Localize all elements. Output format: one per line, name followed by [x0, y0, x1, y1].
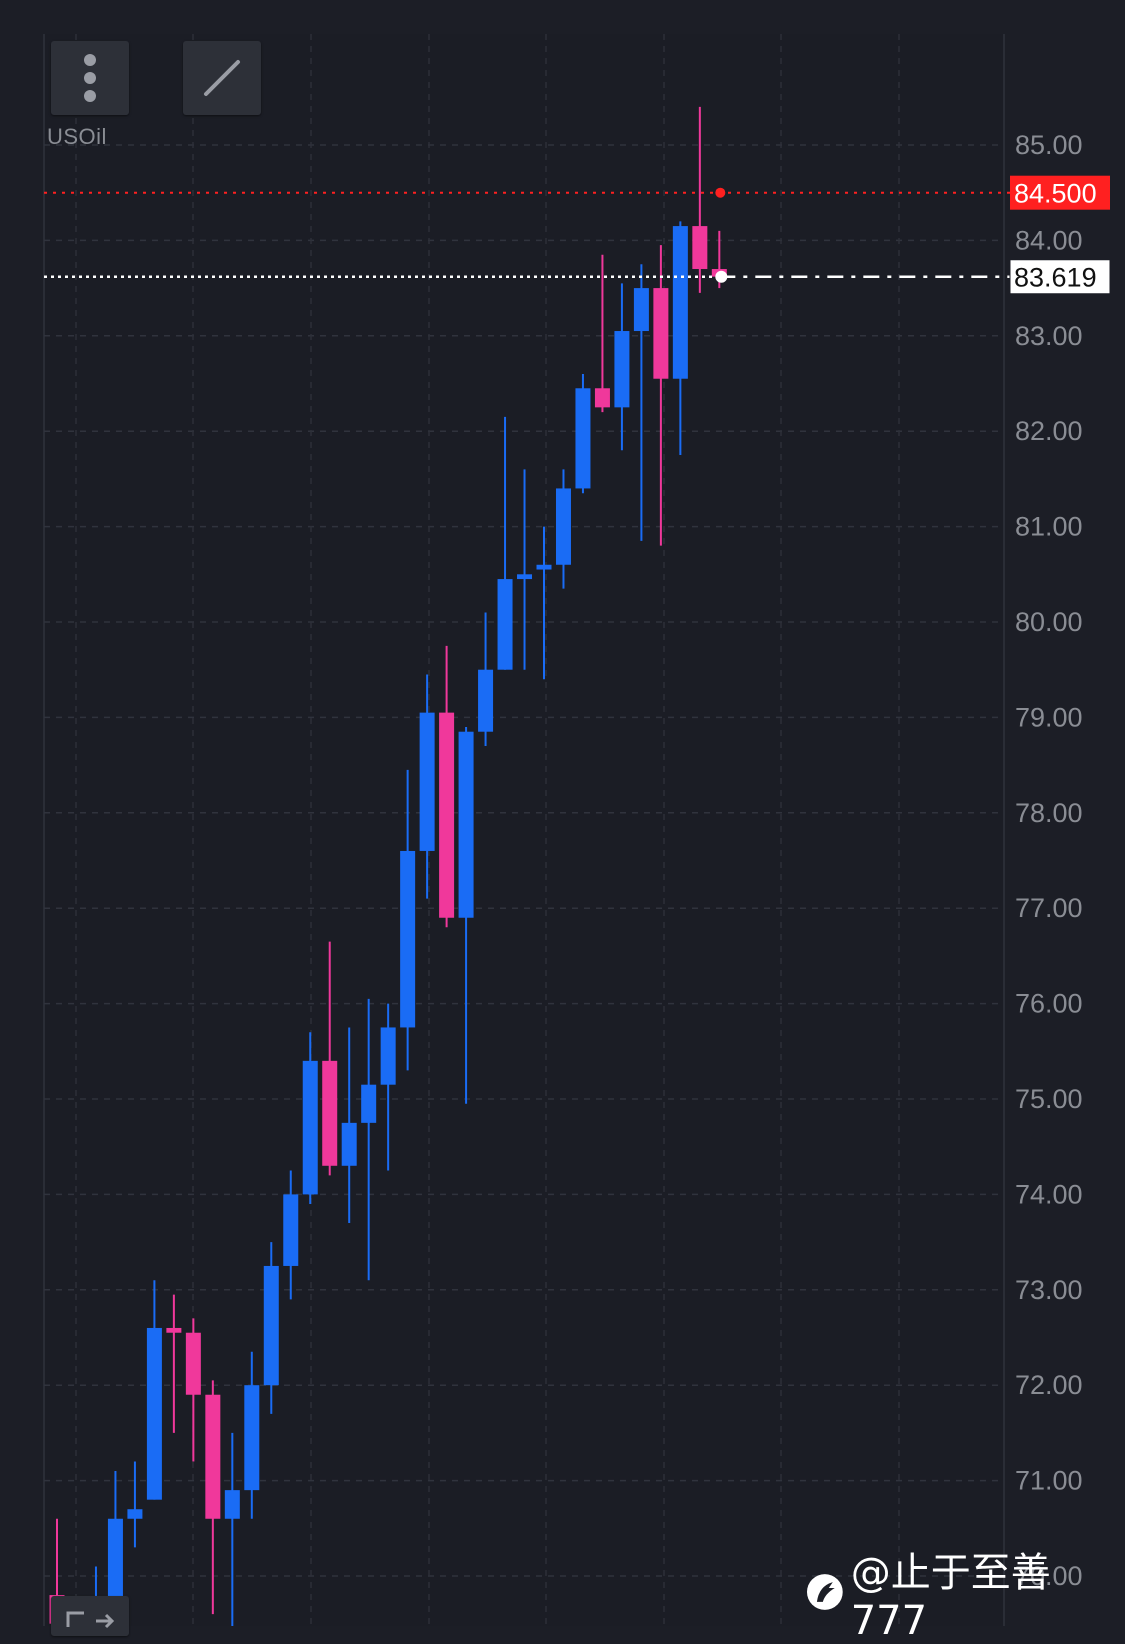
candle	[478, 612, 494, 747]
y-tick-label: 71.00	[1015, 1466, 1083, 1496]
candle-body	[555, 488, 571, 565]
price-axis[interactable]: 85.00 84.00 83.00 82.00 81.00 80.00 79.00 78.00…	[1009, 130, 1111, 1591]
candle	[263, 1242, 279, 1414]
candle	[146, 1280, 162, 1500]
watermark-text: @止于至善777	[850, 1550, 1051, 1644]
candle	[497, 416, 513, 670]
candle	[458, 726, 474, 1104]
candle-body	[166, 1327, 182, 1333]
candle-body	[146, 1327, 162, 1500]
candle-body	[205, 1394, 221, 1519]
candle	[205, 1380, 221, 1615]
candle-body	[458, 731, 474, 918]
y-tick-label: 75.00	[1015, 1084, 1083, 1114]
candle	[322, 941, 338, 1176]
vertical-dots-icon	[84, 54, 96, 102]
candle	[555, 469, 571, 589]
y-tick-label: 81.00	[1015, 512, 1083, 542]
y-tick-label: 80.00	[1015, 607, 1083, 637]
candle-body	[127, 1509, 143, 1519]
candle-body	[575, 388, 591, 489]
y-tick-label: 84.00	[1015, 225, 1083, 255]
candle-body	[400, 850, 416, 1028]
candle	[653, 245, 669, 546]
candle	[692, 106, 708, 293]
candle-body	[380, 1027, 396, 1085]
candle-body	[692, 226, 708, 270]
candle	[224, 1432, 240, 1626]
candle	[283, 1170, 299, 1300]
candle-body	[478, 669, 494, 732]
y-tick-label: 76.00	[1015, 989, 1083, 1019]
candle	[614, 283, 630, 451]
candle	[400, 769, 416, 1071]
candle	[127, 1461, 143, 1548]
candle-body	[594, 388, 610, 408]
candle	[166, 1294, 182, 1433]
candle-body	[244, 1385, 260, 1491]
candle	[380, 1003, 396, 1171]
watermark: @止于至善777	[805, 1540, 1125, 1644]
alert-price-box	[1010, 175, 1110, 210]
candle-body	[341, 1122, 357, 1166]
candle-body	[361, 1084, 377, 1123]
brand-logo-icon	[806, 1574, 843, 1610]
alert-price-label: 84.500	[1014, 179, 1097, 209]
swap-arrows-icon	[66, 1611, 115, 1629]
candle-body	[497, 579, 513, 670]
candle-body	[439, 712, 455, 918]
candle	[361, 998, 377, 1281]
candle	[341, 1027, 357, 1224]
chart-type-button[interactable]	[51, 1596, 129, 1636]
y-tick-label: 85.00	[1015, 130, 1083, 160]
y-tick-label: 78.00	[1015, 798, 1083, 828]
y-tick-label: 82.00	[1015, 416, 1083, 446]
y-tick-label: 73.00	[1015, 1275, 1083, 1305]
candle-body	[517, 574, 533, 580]
y-tick-label: 72.00	[1015, 1370, 1083, 1400]
candle-body	[614, 331, 630, 408]
candle	[575, 373, 591, 494]
candle	[419, 674, 435, 899]
symbol-label: USOil	[47, 124, 107, 149]
drawing-tool-button[interactable]	[183, 41, 261, 115]
candle-body	[419, 712, 435, 851]
candle	[302, 1032, 318, 1204]
candle-body	[633, 288, 649, 332]
candle-body	[283, 1194, 299, 1266]
plot-area	[44, 34, 1004, 1626]
candle	[536, 526, 552, 680]
candle	[672, 221, 688, 456]
y-tick-label: 70.00	[1015, 1561, 1083, 1591]
current-price-label: 83.619	[1014, 263, 1097, 293]
price-lines	[44, 187, 1010, 283]
y-tick-label: 77.00	[1015, 893, 1083, 923]
candle-body	[653, 288, 669, 379]
candle-body	[672, 226, 688, 379]
candle-body	[302, 1060, 318, 1195]
candles	[49, 106, 727, 1626]
candle	[244, 1351, 260, 1519]
menu-button[interactable]	[51, 41, 129, 115]
candle-body	[263, 1265, 279, 1386]
candle-body	[322, 1060, 338, 1166]
candle	[633, 264, 649, 541]
candle	[517, 469, 533, 670]
alert-dot	[715, 187, 726, 198]
trend-line-icon	[204, 60, 240, 96]
y-tick-label: 83.00	[1015, 321, 1083, 351]
candle-body	[224, 1490, 240, 1519]
candle-body	[536, 564, 552, 570]
candle	[439, 645, 455, 928]
candle-body	[185, 1332, 201, 1395]
current-price-box	[1009, 259, 1111, 295]
candle	[594, 254, 610, 413]
candle	[185, 1318, 201, 1462]
y-tick-label: 79.00	[1015, 702, 1083, 732]
current-price-dot	[715, 270, 728, 283]
y-tick-label: 74.00	[1015, 1179, 1083, 1209]
